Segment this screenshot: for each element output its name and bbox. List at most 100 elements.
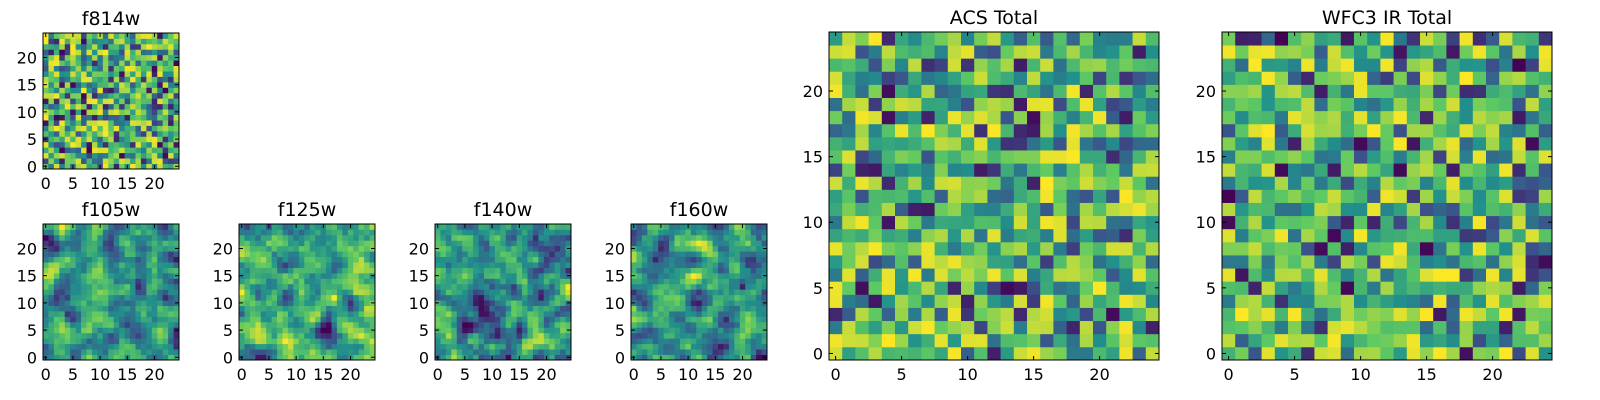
heatmap-cell [1446, 202, 1460, 217]
heatmap-cell [761, 262, 768, 268]
heatmap-cell [908, 346, 922, 361]
heatmap-cell [140, 141, 147, 148]
heatmap-cell [473, 272, 479, 279]
heatmap-cell [1119, 97, 1133, 112]
heatmap-cell [86, 163, 93, 170]
heatmap-cell [723, 229, 730, 236]
heatmap-cell [1145, 333, 1160, 348]
heatmap-cell [86, 136, 93, 143]
heatmap-cell [842, 71, 856, 85]
heatmap-cell [467, 305, 474, 312]
heatmap-cell [1119, 123, 1133, 138]
heatmap-cell [43, 76, 49, 83]
heatmap-cell [86, 283, 93, 290]
heatmap-cell [1079, 136, 1094, 151]
heatmap-cell [1446, 150, 1460, 164]
heatmap-cell [48, 278, 55, 285]
heatmap-cell [494, 338, 501, 345]
heatmap-cell [1538, 32, 1553, 46]
axes-frame [42, 223, 180, 361]
heatmap-cell [473, 354, 479, 361]
heatmap-cell [113, 354, 120, 361]
heatmap-cell [364, 278, 370, 285]
heatmap-cell [97, 311, 104, 317]
heatmap-cell [1525, 333, 1540, 348]
heatmap-cell [712, 294, 719, 301]
heatmap-cell [636, 272, 643, 279]
heatmap-cell [1327, 241, 1342, 256]
heatmap-cell [440, 349, 447, 355]
heatmap-cell [1119, 110, 1133, 125]
heatmap-cell [1274, 32, 1289, 46]
heatmap-cell [249, 343, 256, 350]
heatmap-cell [135, 87, 142, 94]
heatmap-cell [1354, 136, 1368, 151]
heatmap-cell [1066, 228, 1081, 243]
heatmap-cell [1027, 136, 1041, 151]
heatmap-cell [353, 321, 360, 328]
heatmap-cell [157, 240, 164, 247]
heatmap-cell [239, 256, 245, 263]
heatmap-cell [1406, 150, 1421, 164]
heatmap-cell [342, 267, 349, 274]
heatmap-cell [1261, 71, 1276, 85]
heatmap-cell [467, 349, 474, 355]
heatmap-cell [97, 71, 104, 77]
heatmap-cell [108, 120, 115, 126]
heatmap-cell [1248, 241, 1262, 256]
heatmap-cell [353, 311, 360, 317]
heatmap-cell [1261, 255, 1276, 269]
heatmap-cell [881, 346, 896, 361]
heatmap-cell [255, 256, 262, 263]
heatmap-cell [140, 354, 147, 361]
heatmap-cell [974, 58, 988, 72]
heatmap-cell [119, 245, 125, 252]
heatmap-cell [723, 316, 730, 323]
heatmap-cell [1538, 281, 1553, 295]
heatmap-cell [494, 251, 501, 258]
heatmap-cell [701, 349, 708, 355]
heatmap-cell [1053, 45, 1067, 59]
heatmap-cell [679, 332, 686, 339]
heatmap-cell [113, 229, 120, 236]
heatmap-cell [43, 65, 49, 72]
heatmap-cell [961, 32, 975, 46]
heatmap-cell [750, 256, 757, 263]
heatmap-cell [140, 87, 147, 94]
heatmap-cell [696, 327, 703, 334]
heatmap-cell [451, 229, 458, 236]
heatmap-cell [124, 229, 131, 236]
heatmap-cell [761, 278, 768, 285]
heatmap-cell [560, 305, 566, 312]
heatmap-cell [282, 343, 289, 350]
heatmap-cell [1132, 71, 1147, 85]
heatmap-cell [445, 278, 452, 285]
heatmap-cell [631, 240, 637, 247]
heatmap-cell [1145, 228, 1160, 243]
heatmap-cell [53, 251, 60, 258]
heatmap-cell [304, 354, 311, 361]
heatmap-cell [146, 49, 153, 56]
heatmap-cell [86, 114, 93, 121]
heatmap-cell [1288, 228, 1302, 243]
heatmap-cell [947, 307, 962, 322]
heatmap-cell [829, 202, 843, 217]
heatmap-cell [75, 54, 82, 61]
heatmap-cell [669, 240, 675, 247]
heatmap-cell [1525, 110, 1540, 125]
heatmap-cell [462, 343, 469, 350]
heatmap-cell [287, 343, 294, 350]
heatmap-cell [75, 109, 82, 115]
heatmap-cell [260, 278, 267, 285]
heatmap-cell [113, 65, 120, 72]
heatmap-cell [842, 294, 856, 308]
heatmap-cell [947, 123, 962, 138]
heatmap-cell [1538, 202, 1553, 217]
heatmap-cell [511, 229, 517, 236]
heatmap-cell [331, 256, 338, 263]
heatmap-cell [64, 272, 71, 279]
heatmap-cell [543, 234, 550, 241]
heatmap-cell [516, 267, 523, 274]
heatmap-cell [538, 245, 545, 252]
